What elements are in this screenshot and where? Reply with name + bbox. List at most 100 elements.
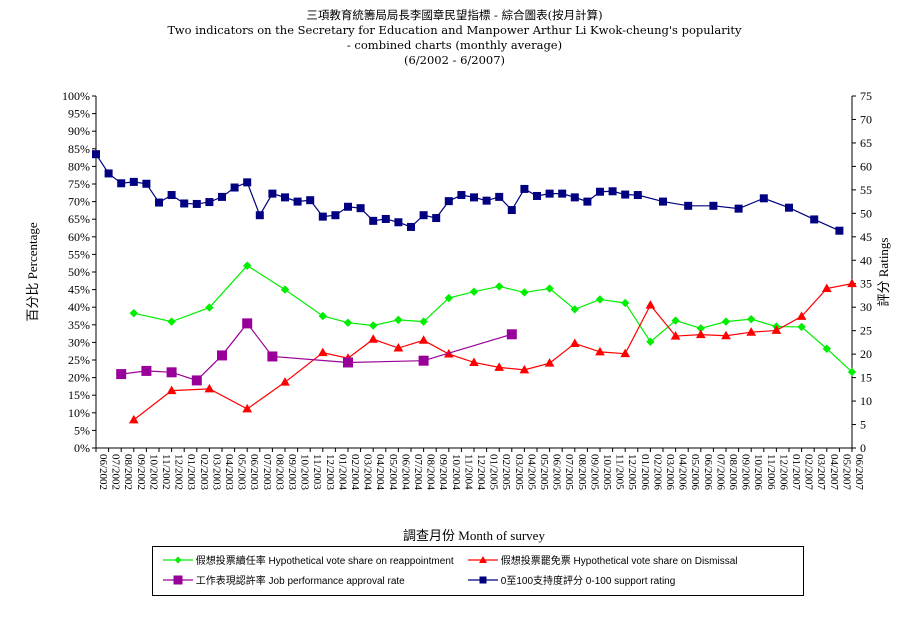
x-tick-label: 01/2004 <box>336 454 348 491</box>
series-point-3 <box>344 202 352 211</box>
series-point-3 <box>621 190 630 199</box>
series-point-3 <box>318 212 327 221</box>
series-point-3 <box>180 199 189 208</box>
series-point-0 <box>280 285 290 294</box>
y-right-tick-label: 60 <box>860 159 872 173</box>
series-point-3 <box>810 215 819 224</box>
x-tick-label: 12/2004 <box>475 454 487 491</box>
y-left-tick-label: 100% <box>62 89 90 103</box>
x-tick-label: 11/2004 <box>462 454 474 490</box>
series-point-0 <box>205 303 214 312</box>
x-tick-label: 06/2007 <box>853 454 865 491</box>
title-chinese: 三項教育統籌局局長李國章民望指標 - 綜合圖表(按月計算) <box>306 8 603 22</box>
series-point-1 <box>670 331 681 340</box>
x-tick-label: 08/2006 <box>727 454 739 491</box>
series-point-0 <box>721 317 731 326</box>
y-left-tick-label: 90% <box>68 124 90 138</box>
x-tick-label: 02/2007 <box>803 454 815 491</box>
x-tick-label: 03/2003 <box>210 454 222 491</box>
x-tick-label: 10/2006 <box>752 454 764 491</box>
series-point-0 <box>167 317 176 326</box>
x-tick-label: 12/2006 <box>777 454 789 491</box>
series-point-0 <box>242 261 252 270</box>
legend-label-0: 假想投票續任率 Hypothetical vote share on reapp… <box>193 556 454 567</box>
series-point-2 <box>242 318 253 329</box>
series-point-3 <box>268 189 277 198</box>
series-point-3 <box>759 194 768 203</box>
y-right-tick-label: 0 <box>860 441 866 455</box>
y-right-tick-label: 65 <box>860 136 872 150</box>
series-point-3 <box>230 183 239 192</box>
series-point-2 <box>141 365 152 376</box>
y-left-tick-label: 25% <box>68 353 90 367</box>
x-tick-label: 02/2005 <box>500 454 512 491</box>
series-point-3 <box>659 197 667 206</box>
x-tick-label: 09/2003 <box>286 454 298 491</box>
series-point-3 <box>432 214 441 223</box>
x-tick-label: 03/2004 <box>362 454 374 491</box>
x-tick-label: 11/2006 <box>765 454 777 490</box>
series-point-3 <box>92 150 100 159</box>
x-tick-label: 05/2005 <box>538 454 550 491</box>
series-point-1 <box>721 330 731 340</box>
x-tick-label: 05/2004 <box>387 454 399 491</box>
x-tick-label: 10/2002 <box>147 454 159 490</box>
series-point-2 <box>418 355 429 366</box>
series-point-3 <box>381 214 390 223</box>
x-tick-label: 04/2005 <box>525 454 537 491</box>
x-tick-label: 01/2007 <box>790 454 802 491</box>
series-point-1 <box>620 348 631 358</box>
series-point-3 <box>570 193 579 202</box>
x-tick-label: 12/2003 <box>324 454 336 491</box>
x-tick-label: 01/2006 <box>639 454 651 491</box>
y-left-tick-label: 30% <box>68 335 90 349</box>
y-right-tick-label: 25 <box>860 324 872 338</box>
x-tick-label: 05/2003 <box>236 454 248 491</box>
title-english: Two indicators on the Secretary for Educ… <box>167 23 742 37</box>
series-point-3 <box>356 204 365 213</box>
series-point-1 <box>393 343 404 352</box>
y-left-tick-label: 80% <box>68 159 90 173</box>
x-tick-label: 02/2003 <box>198 454 210 491</box>
legend-swatch-0 <box>163 556 193 563</box>
y-right-tick-label: 30 <box>860 300 872 314</box>
series-point-0 <box>368 321 378 330</box>
x-tick-label: 04/2004 <box>374 454 386 491</box>
series-point-3 <box>444 197 453 206</box>
series-point-0 <box>797 322 806 332</box>
series-point-1 <box>771 325 782 334</box>
legend-label-2: 工作表現認許率 Job performance approval rate <box>193 576 405 587</box>
y-right-tick-label: 75 <box>860 89 872 103</box>
series-point-3 <box>129 177 138 186</box>
series-point-3 <box>545 189 554 198</box>
series-point-3 <box>369 216 378 225</box>
legend: 假想投票續任率 Hypothetical vote share on reapp… <box>152 546 804 596</box>
series-point-0 <box>570 305 580 314</box>
series-point-1 <box>494 362 505 371</box>
y-right-tick-label: 70 <box>860 112 872 126</box>
series-line-3 <box>95 153 840 232</box>
series-point-2 <box>267 351 278 362</box>
series-point-2 <box>191 375 202 386</box>
series-point-0 <box>671 316 680 325</box>
legend-item-1: 假想投票罷免票 Hypothetical vote share on Dismi… <box>468 552 738 570</box>
y-left-tick-label: 20% <box>68 371 90 385</box>
x-tick-label: 09/2002 <box>135 454 147 490</box>
series-point-1 <box>469 357 479 366</box>
x-tick-label: 02/2004 <box>349 454 361 491</box>
series-point-1 <box>280 377 290 386</box>
series-point-2 <box>166 367 177 378</box>
x-tick-label: 09/2006 <box>740 454 752 491</box>
series-point-0 <box>129 308 139 318</box>
series-point-1 <box>128 414 139 424</box>
series-point-0 <box>520 288 529 297</box>
title-subtitle: - combined charts (monthly average) <box>346 38 563 52</box>
y-left-tick-label: 15% <box>68 388 90 402</box>
x-tick-label: 06/2004 <box>399 454 411 491</box>
series-point-3 <box>419 211 428 220</box>
y-left-tick-label: 40% <box>68 300 90 314</box>
legend-swatch-3 <box>468 576 498 583</box>
legend-label-3: 0至100支持度評分 0-100 support rating <box>498 576 676 587</box>
series-point-3 <box>482 196 491 205</box>
